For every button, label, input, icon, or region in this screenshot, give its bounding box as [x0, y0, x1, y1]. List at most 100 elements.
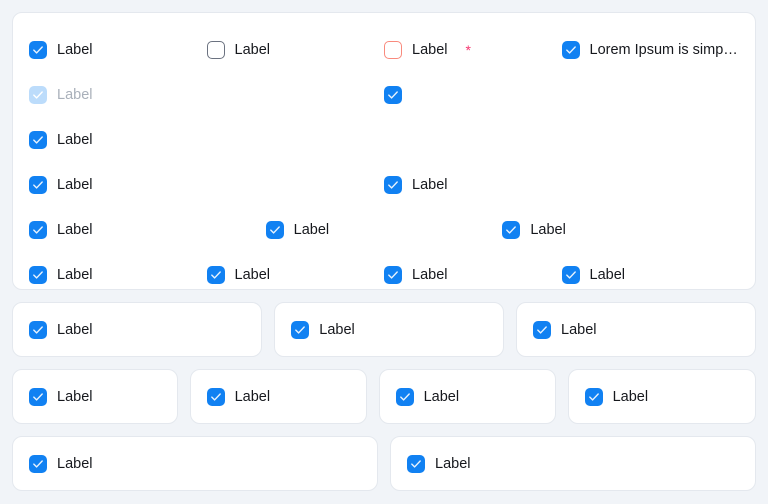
checkbox-unchecked[interactable]: Label — [206, 40, 385, 59]
checkbox-indicator-checked[interactable] — [29, 175, 47, 194]
checkmark-icon — [385, 87, 401, 103]
checkmark-icon — [30, 222, 46, 238]
checkbox-indicator-unchecked[interactable] — [206, 40, 225, 59]
checkbox-indicator-checked[interactable] — [384, 85, 402, 104]
checkbox-indicator-checked[interactable] — [502, 220, 521, 239]
checkbox-label: Label — [234, 388, 271, 405]
checkbox-cell: Label — [29, 220, 266, 239]
checkbox-label: Label — [561, 321, 597, 338]
checkmark-icon — [30, 389, 46, 405]
checkbox-indicator-checked[interactable] — [395, 387, 414, 406]
checkbox-two-col-1[interactable]: Label — [29, 175, 384, 194]
checkbox-card-control[interactable]: Label — [407, 454, 470, 473]
checkbox-single[interactable]: Label — [29, 130, 739, 149]
checkbox-indicator-checked[interactable] — [584, 387, 603, 406]
checkbox-indicator-checked[interactable] — [29, 40, 47, 59]
checkbox-card-control[interactable]: Label — [291, 320, 355, 339]
checkbox-indicator-checked[interactable] — [206, 265, 225, 284]
checkbox-card-control[interactable]: Label — [29, 387, 93, 406]
checkbox-card-control[interactable]: Label — [395, 387, 459, 406]
checkbox-indicator-checked[interactable] — [561, 265, 580, 284]
checkbox-cell: Label — [29, 40, 207, 59]
checkbox-four-col-2[interactable]: Label — [206, 265, 385, 284]
checkbox-two-col-2[interactable]: Label — [384, 175, 739, 194]
checkbox-indicator-checked[interactable] — [291, 320, 310, 339]
checkbox-label: Label — [57, 455, 93, 472]
checkbox-indicator-checked[interactable] — [384, 175, 402, 194]
checkbox-cell: Label — [384, 265, 562, 284]
checkbox-card-control[interactable]: Label — [584, 387, 648, 406]
checkbox-label-disabled: Label — [57, 86, 93, 103]
checkbox-card-control[interactable]: Label — [29, 320, 93, 339]
checkbox-cell: Label — [265, 220, 503, 239]
checkmark-icon — [397, 389, 413, 405]
checkbox-card-control[interactable]: Label — [533, 320, 597, 339]
checkbox-card-control[interactable]: Label — [206, 387, 271, 406]
checkbox-indicator-checked[interactable] — [407, 454, 425, 473]
checkmark-icon — [30, 87, 46, 103]
main-checkbox-card: Label Label Label * — [12, 12, 756, 290]
checkbox-card-group-two: Label Label — [12, 436, 756, 491]
checkbox-error-required[interactable]: Label * — [384, 40, 562, 59]
checkbox-label: Label — [57, 321, 93, 338]
checkbox-row-two-columns: Label Label — [29, 162, 739, 207]
checkbox-indicator-checked[interactable] — [29, 220, 47, 239]
checkmark-icon — [30, 132, 46, 148]
checkbox-indicator-checked[interactable] — [384, 265, 402, 284]
checkmark-icon — [267, 222, 283, 238]
checkbox-row-four-columns: Label Label — [29, 252, 739, 297]
checkbox-label: Label — [57, 131, 93, 148]
checkbox-indicator-error[interactable] — [384, 40, 402, 59]
checkbox-indicator-checked[interactable] — [29, 265, 47, 284]
checkbox-three-col-2[interactable]: Label — [265, 220, 503, 239]
checkbox-indicator-checked[interactable] — [29, 454, 47, 473]
checkbox-card-group-three: Label Label Label — [12, 302, 756, 357]
checkbox-default-checked[interactable]: Label — [29, 40, 207, 59]
required-asterisk: * — [465, 41, 471, 58]
checkbox-long-label[interactable]: Lorem Ipsum is simp… — [561, 40, 740, 59]
checkbox-three-col-1[interactable]: Label — [29, 220, 266, 239]
checkbox-label: Label — [57, 41, 93, 58]
checkbox-indicator-checked[interactable] — [533, 320, 551, 339]
checkbox-row-three-columns: Label Label — [29, 207, 739, 252]
checkbox-no-label[interactable] — [384, 85, 562, 104]
checkmark-icon — [30, 42, 46, 58]
checkmark-icon — [408, 456, 424, 472]
checkbox-label: Label — [589, 266, 625, 283]
checkbox-cell: Label — [29, 265, 207, 284]
checkbox-indicator-checked[interactable] — [29, 320, 47, 339]
checkbox-four-col-4[interactable]: Label — [561, 265, 740, 284]
checkbox-label: Label — [319, 321, 355, 338]
checkbox-label: Label — [57, 176, 93, 193]
checkbox-four-col-1[interactable]: Label — [29, 265, 207, 284]
checkbox-card[interactable]: Label — [12, 436, 378, 491]
checkbox-cell: Label — [384, 175, 739, 194]
checkbox-label: Label — [57, 388, 93, 405]
checkbox-four-col-3[interactable]: Label — [384, 265, 562, 284]
checkmark-icon — [503, 222, 519, 238]
checkbox-indicator-checked[interactable] — [29, 130, 47, 149]
checkbox-label: Label — [57, 266, 93, 283]
checkbox-card[interactable]: Label — [12, 302, 263, 357]
checkbox-card[interactable]: Label — [567, 369, 756, 424]
checkmark-icon — [385, 267, 401, 283]
checkbox-label-truncated: Lorem Ipsum is simp… — [589, 41, 738, 58]
checkbox-label: Label — [412, 176, 448, 193]
checkbox-three-col-3[interactable]: Label — [502, 220, 739, 239]
checkbox-cell: Label — [206, 40, 385, 59]
checkbox-card[interactable]: Label — [516, 302, 756, 357]
checkbox-card[interactable]: Label — [378, 369, 556, 424]
checkbox-indicator-checked[interactable] — [265, 220, 284, 239]
checkbox-card[interactable]: Label — [12, 369, 178, 424]
checkbox-cell: Lorem Ipsum is simp… — [561, 40, 740, 59]
checkmark-icon — [208, 267, 224, 283]
checkbox-card[interactable]: Label — [390, 436, 756, 491]
checkmark-icon — [586, 389, 602, 405]
checkbox-row-single: Label — [29, 117, 739, 162]
checkbox-card[interactable]: Label — [274, 302, 504, 357]
checkbox-indicator-checked[interactable] — [206, 387, 225, 406]
checkbox-indicator-checked[interactable] — [561, 40, 580, 59]
checkbox-indicator-checked[interactable] — [29, 387, 47, 406]
checkbox-card-control[interactable]: Label — [29, 454, 93, 473]
checkbox-card[interactable]: Label — [189, 369, 367, 424]
